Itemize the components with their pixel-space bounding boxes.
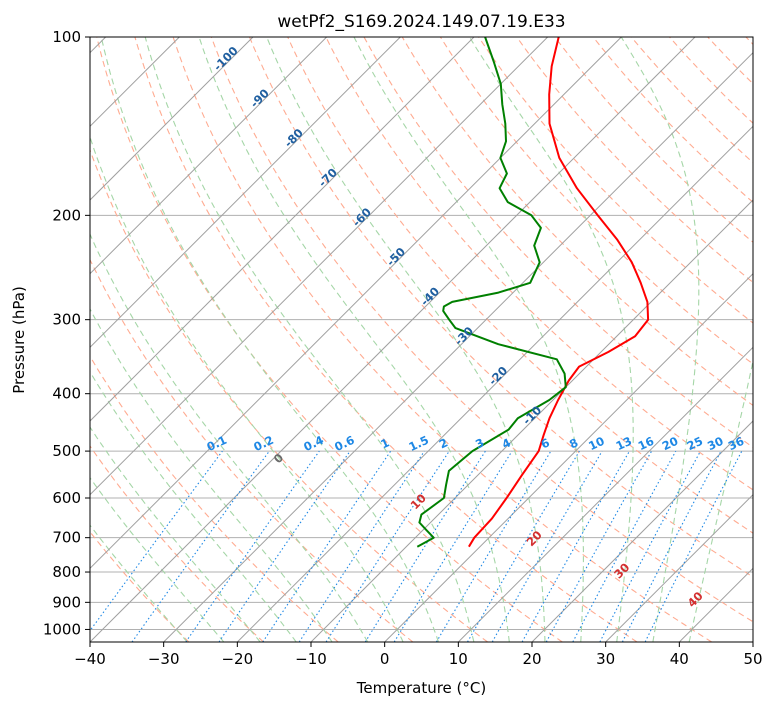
x-tick-label: 0 <box>380 650 390 668</box>
x-axis-title: Temperature (°C) <box>356 679 486 697</box>
dry-adiabat-line <box>325 37 753 491</box>
isotherm-line <box>310 199 753 642</box>
isotherm-line <box>457 346 753 642</box>
mixing-ratio-label: 25 <box>685 434 705 453</box>
mixing-ratio-line <box>644 450 743 642</box>
dry-adiabat-line <box>630 37 753 164</box>
dry-adiabat-line <box>592 37 753 203</box>
mixing-ratio-line <box>218 450 351 642</box>
moist-adiabat-line <box>90 524 188 642</box>
mixing-ratio-line <box>298 450 425 642</box>
background-lines <box>90 37 753 642</box>
y-tick-label: 1000 <box>43 620 81 638</box>
y-axis-title: Pressure (hPa) <box>10 286 28 394</box>
y-tick-label: 800 <box>52 563 81 581</box>
y-tick-label: 100 <box>52 28 81 46</box>
dry-adiabat-line <box>210 37 753 623</box>
temperature-profile-line <box>468 37 650 548</box>
dry-adiabat-line <box>478 37 753 324</box>
mixing-ratio-label: 16 <box>636 434 656 453</box>
moist-adiabat-line <box>198 37 510 642</box>
isotherm-line <box>90 37 622 570</box>
isotherm-line <box>236 125 753 642</box>
dry-adiabat-line <box>287 37 753 534</box>
mixing-ratio-label: 36 <box>726 434 746 453</box>
moist-adiabat-line <box>620 37 700 642</box>
mixing-ratio-line <box>325 450 450 642</box>
y-tick-label: 300 <box>52 311 81 329</box>
dry-adiabat-line <box>172 37 712 642</box>
isotherm-line <box>90 37 328 275</box>
isotherm-line <box>384 272 753 642</box>
moist-adiabat-line <box>90 135 404 642</box>
x-tick-label: −20 <box>221 650 253 668</box>
moist-adiabat-line <box>90 232 369 642</box>
chart-title: wetPf2_S169.2024.149.07.19.E33 <box>277 12 565 32</box>
y-tick-label: 400 <box>52 385 81 403</box>
mixing-ratio-line <box>90 450 223 632</box>
x-tick-label: −30 <box>148 650 180 668</box>
moist-adiabat-line <box>144 37 475 642</box>
dry-adiabat-line <box>516 37 753 284</box>
mixing-ratio-line <box>521 450 630 642</box>
mixing-ratio-label: 13 <box>614 434 634 453</box>
dry-adiabat-line <box>134 37 638 642</box>
x-tick-label: 10 <box>449 650 468 668</box>
mixing-ratio-label: 20 <box>660 434 680 453</box>
mixing-ratio-label: 10 <box>586 434 606 453</box>
mixing-ratio-line <box>185 450 320 642</box>
mixing-ratio-line <box>572 450 677 642</box>
isotherm-line <box>163 51 753 642</box>
dry-adiabat-line <box>363 37 753 448</box>
y-tick-label: 200 <box>52 206 81 224</box>
moist-adiabat-line <box>90 307 333 642</box>
x-tick-label: 30 <box>596 650 615 668</box>
isotherm-line <box>90 37 549 496</box>
isotherm-line <box>605 493 753 642</box>
y-tick-label: 900 <box>52 593 81 611</box>
moist-adiabat-line <box>353 37 584 642</box>
isotherm-line <box>90 37 254 201</box>
x-tick-label: −40 <box>74 650 106 668</box>
isotherm-line <box>90 37 696 642</box>
moist-adiabat-line <box>100 37 440 642</box>
moist-adiabat-line <box>90 370 297 642</box>
dry-adiabat-line <box>90 445 264 642</box>
mixing-ratio-line <box>545 450 653 642</box>
x-tick-label: −10 <box>295 650 327 668</box>
x-tick-label: 20 <box>522 650 541 668</box>
dry-adiabat-line <box>401 37 753 407</box>
y-tick-label: 700 <box>52 529 81 547</box>
moist-adiabat-line <box>90 476 225 642</box>
moist-adiabat-line <box>688 358 753 642</box>
mixing-ratio-line <box>262 450 392 642</box>
mixing-ratio-line <box>131 450 270 642</box>
mixing-ratio-line <box>393 450 513 642</box>
isotherm-line <box>90 37 401 349</box>
moist-adiabat-line <box>266 37 546 642</box>
x-tick-label: 40 <box>670 650 689 668</box>
moist-adiabat-line <box>90 426 261 642</box>
isotherm-line <box>531 420 753 642</box>
plot-frame <box>89 36 754 643</box>
data-series <box>416 37 650 548</box>
y-tick-label: 500 <box>52 442 81 460</box>
y-tick-label: 600 <box>52 489 81 507</box>
isotherm-line <box>90 37 475 422</box>
x-tick-label: 50 <box>743 650 762 668</box>
dewpoint-profile-line <box>416 37 567 548</box>
mixing-ratio-label: 30 <box>705 434 725 453</box>
